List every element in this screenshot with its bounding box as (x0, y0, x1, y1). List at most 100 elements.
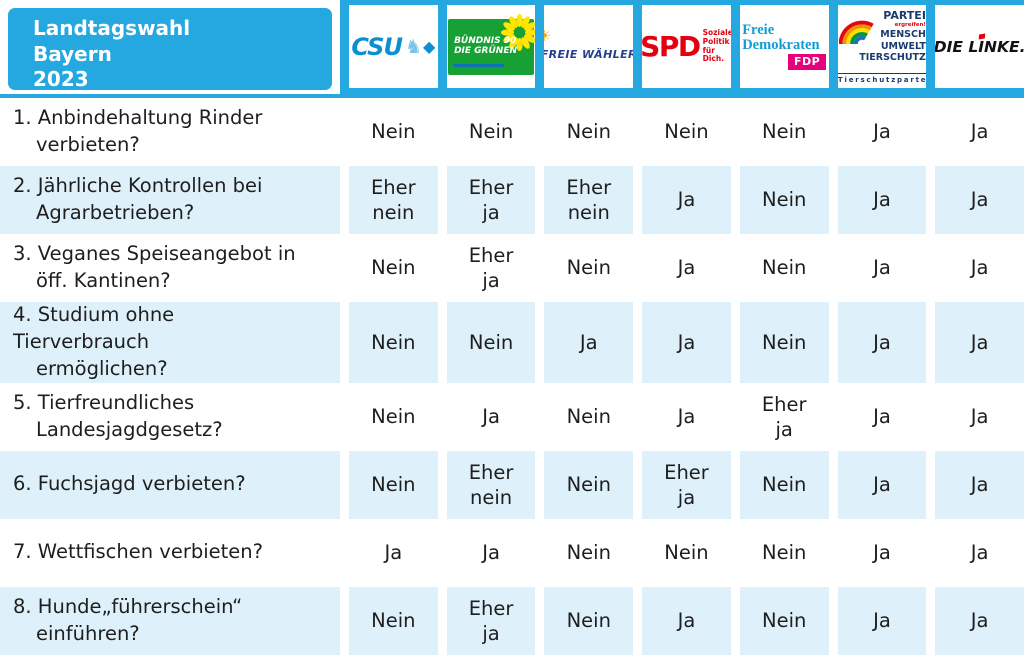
table-header: Landtagswahl Bayern 2023 CSU ♞ ◆ (0, 0, 1024, 98)
answer-text: Ja (970, 256, 989, 280)
table-row: 8. Hunde„führerschein“ einführen? Nein E… (0, 586, 1024, 655)
tsp-line: TIERSCHUTZ (859, 52, 926, 64)
answer-cell-freie-waehler: Nein (544, 586, 634, 655)
tsp-footer: Tierschutzpartei (837, 72, 926, 84)
answer-text: Nein (371, 405, 416, 429)
table-row: 1. Anbindehaltung Rinder verbieten? Nein… (0, 98, 1024, 166)
table-row: 6. Fuchsjagd verbieten? Nein Eher nein N… (0, 450, 1024, 519)
sun-icon: ☀ (544, 27, 551, 45)
answer-cell-csu: Nein (349, 234, 438, 302)
answer-text: Ja (873, 256, 891, 280)
answer-text: Ja (970, 405, 989, 429)
answer-text: Ja (873, 188, 891, 212)
answer-cell-gruene: Eher ja (447, 234, 536, 302)
answer-text: Eher ja (664, 460, 709, 509)
answer-text: Nein (468, 120, 514, 144)
answer-text: Nein (566, 473, 611, 497)
answer-text: Ja (873, 120, 891, 144)
answer-cell-csu: Nein (349, 586, 438, 655)
answer-text: Nein (371, 330, 416, 354)
question-cell: 4. Studium ohne Tierverbrauch ermögliche… (0, 302, 340, 383)
answer-cell-linke: Ja (935, 383, 1024, 451)
answer-text: Nein (566, 120, 611, 144)
title-cell: Landtagswahl Bayern 2023 (0, 0, 340, 94)
question-text-line1: 4. Studium ohne Tierverbrauch (13, 303, 175, 354)
answer-cell-tierschutzpartei: Ja (838, 98, 927, 166)
table-row: 2. Jährliche Kontrollen bei Agrarbetrieb… (0, 166, 1024, 235)
answer-text: Ja (677, 330, 696, 354)
gruene-underline-bar (454, 63, 505, 67)
answer-cell-tierschutzpartei: Ja (837, 166, 927, 235)
question-cell: 3. Veganes Speiseangebot in öff. Kantine… (0, 234, 340, 302)
linke-logo: DIE LINKE. (935, 37, 1024, 56)
table-row: 5. Tierfreundliches Landesjagdgesetz? Ne… (0, 383, 1024, 451)
answer-text: Ja (970, 541, 989, 565)
answer-cell-freie-waehler: Nein (544, 519, 633, 587)
answer-text: Ja (384, 541, 403, 565)
answer-cell-linke: Ja (935, 586, 1024, 655)
answer-text: Eher nein (468, 460, 514, 509)
freie-waehler-wordmark: FREIE WÄHLER (544, 47, 634, 61)
question-text-line1: 3. Veganes Speiseangebot in (13, 242, 296, 266)
answer-text: Nein (371, 256, 416, 280)
question-text-line1: 1. Anbindehaltung Rinder (13, 106, 263, 130)
answer-cell-gruene: Ja (447, 383, 536, 451)
answer-cell-spd: Ja (642, 383, 731, 451)
answer-cell-fdp: Nein (739, 586, 829, 655)
answer-cell-linke: Ja (935, 98, 1024, 166)
question-cell: 1. Anbindehaltung Rinder verbieten? (0, 98, 340, 166)
fdp-badge: FDP (787, 54, 827, 71)
answer-cell-gruene: Eher ja (446, 166, 536, 235)
tsp-line: MENSCH (880, 28, 926, 40)
answer-cell-fdp: Nein (740, 519, 829, 587)
answer-cell-freie-waehler: Nein (544, 383, 633, 451)
answer-cell-csu: Nein (349, 383, 438, 451)
question-cell: 5. Tierfreundliches Landesjagdgesetz? (0, 383, 340, 451)
answer-text: Nein (566, 405, 611, 429)
fdp-logo: Freie Demokraten FDP (742, 22, 827, 71)
gruene-wordmark-line: DIE GRÜNEN (454, 46, 518, 57)
answer-text: Ja (970, 188, 989, 212)
spd-tagline: Soziale Politik für Dich. (702, 28, 731, 64)
answer-cell-tierschutzpartei: Ja (837, 450, 927, 519)
answer-cell-freie-waehler: Ja (544, 302, 634, 383)
answer-text: Nein (468, 330, 514, 354)
tsp-heading: PARTEI (883, 9, 926, 22)
answer-text: Eher ja (468, 596, 514, 645)
answer-cell-spd: Ja (642, 586, 731, 655)
answer-cell-fdp: Nein (739, 302, 829, 383)
answer-cell-gruene: Nein (447, 98, 536, 166)
answer-text: Ja (873, 330, 891, 354)
answer-cell-freie-waehler: Nein (544, 234, 633, 302)
answer-cell-spd: Nein (642, 519, 731, 587)
answer-cell-csu: Ja (349, 519, 438, 587)
answer-text: Ja (873, 609, 891, 633)
tsp-slogan: ergreifen! (894, 22, 926, 29)
csu-diamond-icon: ◆ (422, 37, 436, 56)
question-text-line2: einführen? (36, 621, 140, 645)
answer-text: Nein (566, 609, 611, 633)
party-header-fdp: Freie Demokraten FDP (739, 5, 829, 88)
question-text-line2: öff. Kantinen? (36, 269, 171, 293)
answer-cell-linke: Ja (935, 519, 1024, 587)
answer-cell-gruene: Ja (447, 519, 536, 587)
answer-text: Eher nein (370, 175, 416, 225)
linke-red-accent-icon: I (978, 37, 985, 56)
answer-cell-spd: Ja (642, 234, 731, 302)
spd-logo: SPD Soziale Politik für Dich. (642, 29, 731, 64)
answer-text: Ja (677, 256, 696, 280)
answer-cell-freie-waehler: Eher nein (544, 166, 634, 235)
answer-cell-linke: Ja (935, 450, 1024, 519)
answer-text: Nein (371, 609, 416, 633)
answer-text: Ja (677, 188, 696, 212)
question-text-line2: ermöglichen? (36, 356, 168, 380)
answer-text: Ja (970, 609, 989, 633)
answer-text: Ja (677, 609, 696, 633)
answer-text: Ja (970, 330, 989, 354)
answer-cell-csu: Nein (349, 302, 438, 383)
table-body: 1. Anbindehaltung Rinder verbieten? Nein… (0, 98, 1024, 655)
sunflower-icon (501, 13, 536, 51)
csu-logo: CSU ♞ ◆ (351, 33, 435, 61)
question-cell: 7. Wettfischen verbieten? (0, 519, 340, 587)
